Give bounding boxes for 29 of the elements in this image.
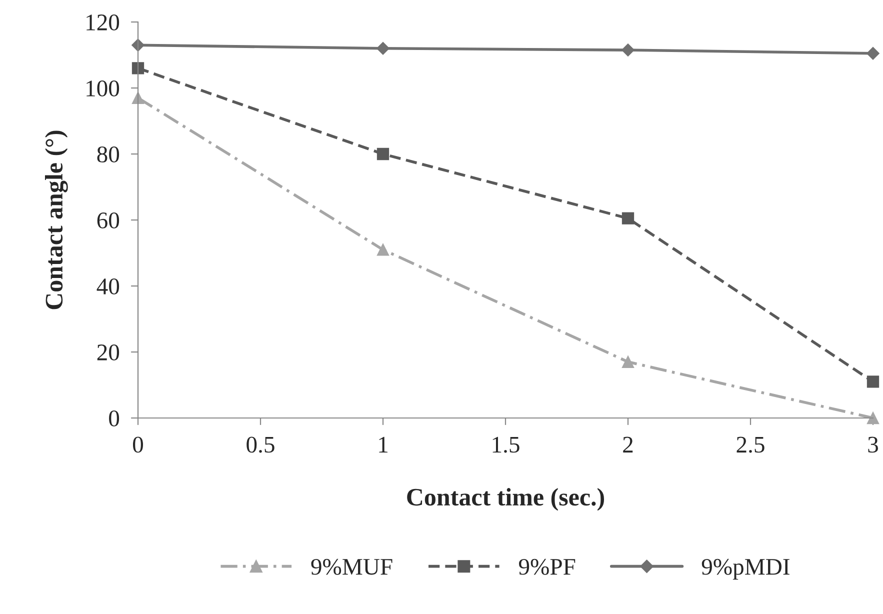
x-tick-label: 1.5 (492, 436, 520, 453)
y-axis-title: Contact angle (°) (44, 130, 68, 310)
legend-label: 9%pMDI (702, 558, 790, 580)
x-tick-label: 0 (132, 436, 144, 453)
point (866, 46, 880, 60)
y-tick-label: 60 (97, 212, 120, 228)
x-tick-label: 1 (379, 436, 388, 452)
point (376, 42, 390, 55)
point (622, 356, 634, 368)
point (622, 44, 634, 56)
x-tick-label: 3 (868, 436, 878, 453)
point (866, 376, 880, 388)
y-tick-label: 120 (86, 14, 120, 30)
y-tick-label: 100 (86, 80, 120, 96)
point (132, 62, 144, 74)
x-axis-title: Contact time (sec.) (407, 488, 604, 511)
y-tick-label: 40 (96, 278, 120, 294)
legend-label: 9%PF (518, 558, 576, 575)
x-tick-label: 0.5 (246, 436, 274, 453)
point (376, 148, 390, 160)
point (376, 244, 390, 256)
y-tick-label: 0 (109, 410, 120, 426)
legend-label: 9%MUF (311, 558, 392, 575)
y-tick-label: 80 (97, 146, 120, 162)
x-tick-label: 2 (623, 436, 633, 452)
x-tick-label: 2.5 (736, 436, 764, 453)
y-tick-label: 20 (97, 344, 120, 360)
point (132, 38, 144, 52)
point (622, 212, 634, 224)
